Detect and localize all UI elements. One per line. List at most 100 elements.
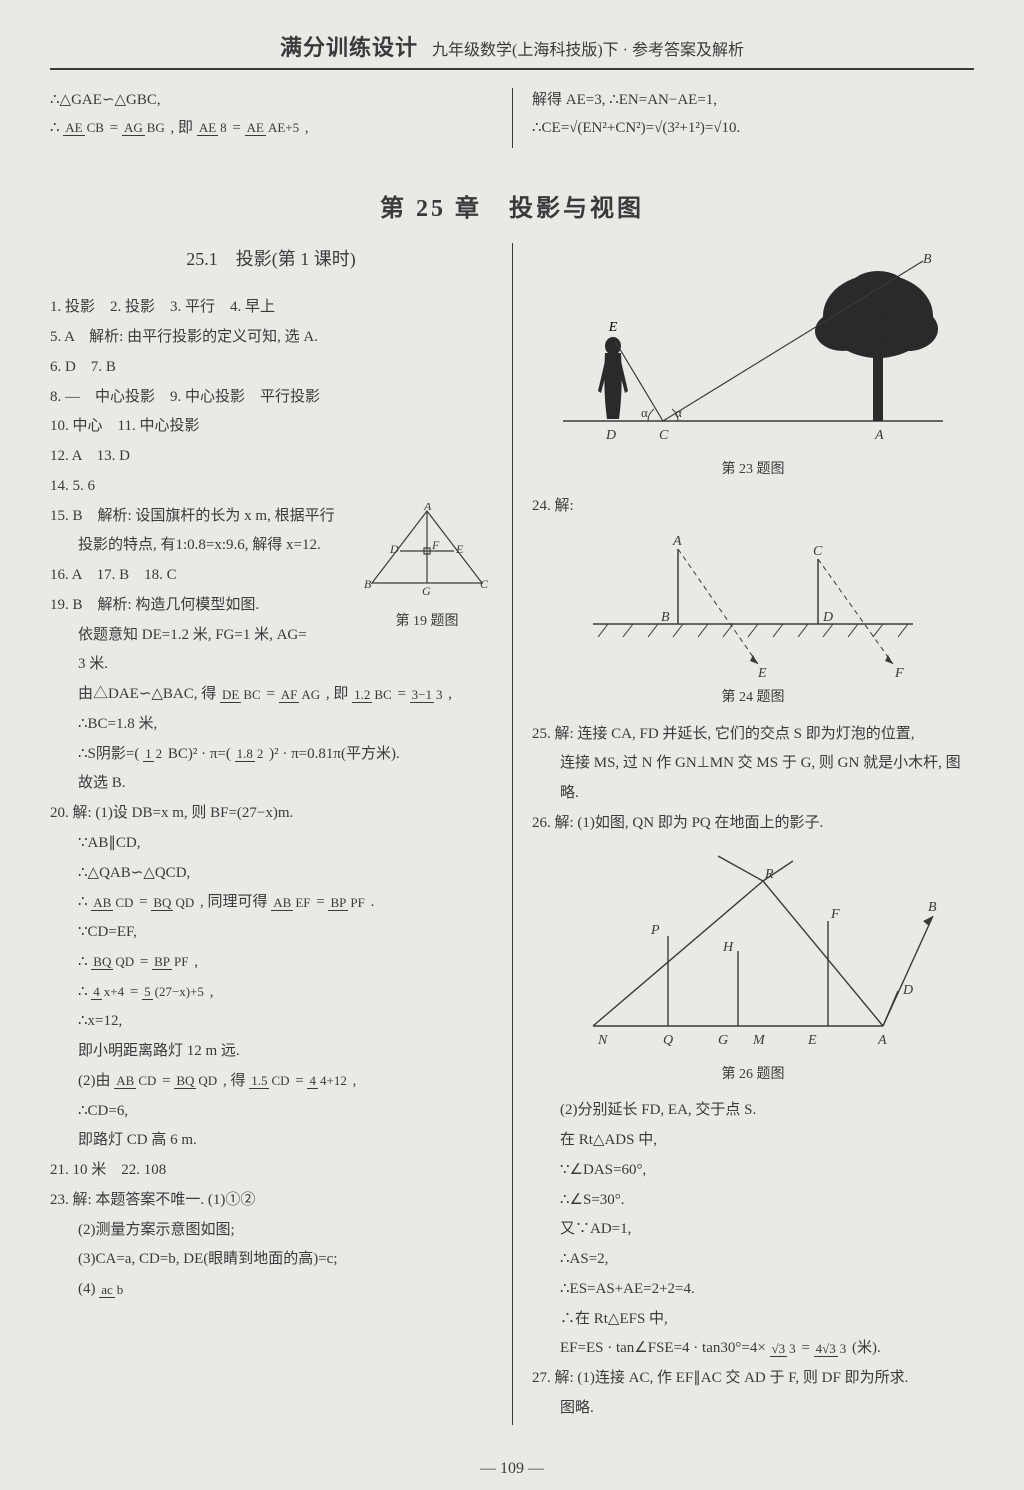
text-line: ∴AS=2,	[532, 1246, 974, 1274]
svg-text:B: B	[923, 252, 932, 267]
figure-24: A B C D E F 第 24 题图	[532, 529, 974, 711]
text-line: 25. 解: 连接 CA, FD 并延长, 它们的交点 S 即为灯泡的位置,	[532, 721, 974, 749]
figure-19: A B C D E F G 第 19 题图	[362, 503, 492, 645]
text-line: ∴CD=6,	[50, 1098, 492, 1126]
text-line: (2)由 ABCD = BQQD , 得 1.5CD = 44+12 ,	[50, 1068, 492, 1096]
text-line: ∴ AECB = AGBG , 即 AE8 = AEAE+5 ,	[50, 116, 512, 142]
text-line: EF=ES · tan∠FSE=4 · tan30°=4× √33 = 4√33…	[532, 1335, 974, 1363]
text-line: 26. 解: (1)如图, QN 即为 PQ 在地面上的影子.	[532, 810, 974, 838]
figure-23: E α α	[532, 251, 974, 483]
svg-text:A: A	[423, 503, 432, 513]
svg-text:B: B	[928, 900, 937, 915]
svg-text:E: E	[455, 542, 464, 556]
text-line: ∴ES=AS+AE=2+2=4.	[532, 1276, 974, 1304]
svg-text:D: D	[605, 428, 616, 443]
svg-text:α: α	[641, 405, 648, 420]
svg-text:B: B	[364, 577, 372, 591]
top-right-text: 解得 AE=3, ∴EN=AN−AE=1, ∴CE=√(EN²+CN²)=√(3…	[512, 88, 974, 158]
page-number: — 109 —	[0, 1460, 1024, 1478]
text-line: ∴BC=1.8 米,	[50, 711, 492, 739]
text-line: 故选 B.	[50, 770, 492, 798]
text-line: ∴∠S=30°.	[532, 1187, 974, 1215]
section-title: 25.1 投影(第 1 课时)	[50, 243, 492, 276]
text-line: ∵CD=EF,	[50, 919, 492, 947]
text-line: 即小明距离路灯 12 m 远.	[50, 1038, 492, 1066]
svg-text:P: P	[650, 923, 660, 938]
text-line: ∴ 4x+4 = 5(27−x)+5 ,	[50, 979, 492, 1007]
svg-text:D: D	[822, 610, 833, 625]
left-column: 25.1 投影(第 1 课时) 1. 投影 2. 投影 3. 平行 4. 早上 …	[50, 243, 512, 1425]
top-left-text: ∴△GAE∽△GBC, ∴ AECB = AGBG , 即 AE8 = AEAE…	[50, 88, 512, 158]
svg-text:B: B	[661, 610, 670, 625]
svg-text:F: F	[830, 907, 840, 922]
text-line: ∴CE=√(EN²+CN²)=√(3²+1²)=√10.	[532, 116, 974, 142]
top-continuation: ∴△GAE∽△GBC, ∴ AECB = AGBG , 即 AE8 = AEAE…	[50, 88, 974, 158]
text-line: (3)CA=a, CD=b, DE(眼睛到地面的高)=c;	[50, 1246, 492, 1274]
figure-caption: 第 24 题图	[532, 685, 974, 711]
text-line: ∴S阴影=( 12 BC)² · π=( 1.82 )² · π=0.81π(平…	[50, 741, 492, 769]
text-line: ∵AB∥CD,	[50, 830, 492, 858]
text-line: (4) acb	[50, 1276, 492, 1304]
svg-text:F: F	[894, 666, 904, 679]
text-line: 连接 MS, 过 N 作 GN⊥MN 交 MS 于 G, 则 GN 就是小木杆,…	[532, 750, 974, 778]
figure-26: N Q G M E A P H R F D B 第 26 题图	[532, 846, 974, 1088]
text-line: 6. D 7. B	[50, 354, 492, 382]
text-line: 5. A 解析: 由平行投影的定义可知, 选 A.	[50, 324, 492, 352]
text-line: ∴△GAE∽△GBC,	[50, 88, 512, 114]
text-line: 解得 AE=3, ∴EN=AN−AE=1,	[532, 88, 974, 114]
column-divider	[512, 243, 513, 1425]
svg-text:C: C	[659, 428, 669, 443]
svg-text:E: E	[608, 320, 618, 335]
text-line: 20. 解: (1)设 DB=x m, 则 BF=(27−x)m.	[50, 800, 492, 828]
svg-text:M: M	[752, 1033, 766, 1048]
text-line: 8. — 中心投影 9. 中心投影 平行投影	[50, 384, 492, 412]
text-line: 即路灯 CD 高 6 m.	[50, 1127, 492, 1155]
text-line: (2)测量方案示意图如图;	[50, 1217, 492, 1245]
svg-text:A: A	[874, 428, 884, 443]
text-line: 图略.	[532, 1395, 974, 1423]
svg-text:G: G	[422, 584, 431, 598]
svg-text:C: C	[813, 544, 823, 559]
figure-caption: 第 23 题图	[532, 457, 974, 483]
svg-text:H: H	[722, 940, 734, 955]
svg-text:F: F	[431, 538, 440, 552]
figure-caption: 第 19 题图	[362, 609, 492, 635]
text-line: 23. 解: 本题答案不唯一. (1)①②	[50, 1187, 492, 1215]
column-divider	[512, 88, 513, 148]
text-line: 略.	[532, 780, 974, 808]
svg-text:C: C	[480, 577, 489, 591]
text-line: 21. 10 米 22. 108	[50, 1157, 492, 1185]
right-column: E α α	[512, 243, 974, 1425]
header-title: 满分训练设计	[280, 35, 418, 60]
svg-text:E: E	[807, 1033, 817, 1048]
text-line: 12. A 13. D	[50, 443, 492, 471]
svg-text:D: D	[902, 983, 913, 998]
svg-text:E: E	[757, 666, 767, 679]
text-line: 3 米.	[50, 651, 492, 679]
text-line: 10. 中心 11. 中心投影	[50, 413, 492, 441]
text-line: 又∵AD=1,	[532, 1216, 974, 1244]
text-line: ∴ ABCD = BQQD , 同理可得 ABEF = BPPF .	[50, 889, 492, 917]
svg-text:Q: Q	[663, 1033, 673, 1048]
text-line: 在 Rt△ADS 中,	[532, 1127, 974, 1155]
svg-text:D: D	[389, 542, 399, 556]
svg-text:G: G	[718, 1033, 728, 1048]
svg-text:N: N	[597, 1033, 608, 1048]
text-line: ∴ BQQD = BPPF ,	[50, 949, 492, 977]
text-line: ∴x=12,	[50, 1008, 492, 1036]
text-line: 14. 5. 6	[50, 473, 492, 501]
svg-text:A: A	[672, 534, 682, 549]
text-line: 由△DAE∽△BAC, 得 DEBC = AFAG , 即 1.2BC = 3−…	[50, 681, 492, 709]
text-line: ∴△QAB∽△QCD,	[50, 860, 492, 888]
text-line: ∵∠DAS=60°,	[532, 1157, 974, 1185]
main-content: 25.1 投影(第 1 课时) 1. 投影 2. 投影 3. 平行 4. 早上 …	[50, 243, 974, 1425]
text-line: ∴在 Rt△EFS 中,	[532, 1306, 974, 1334]
figure-caption: 第 26 题图	[532, 1062, 974, 1088]
text-line: 24. 解:	[532, 493, 974, 521]
text-line: (2)分别延长 FD, EA, 交于点 S.	[532, 1097, 974, 1125]
page-header: 满分训练设计 九年级数学(上海科技版)下 · 参考答案及解析	[50, 30, 974, 70]
text-line: 27. 解: (1)连接 AC, 作 EF∥AC 交 AD 于 F, 则 DF …	[532, 1365, 974, 1393]
svg-text:A: A	[877, 1033, 887, 1048]
svg-text:α: α	[675, 405, 682, 420]
text-line: 1. 投影 2. 投影 3. 平行 4. 早上	[50, 294, 492, 322]
